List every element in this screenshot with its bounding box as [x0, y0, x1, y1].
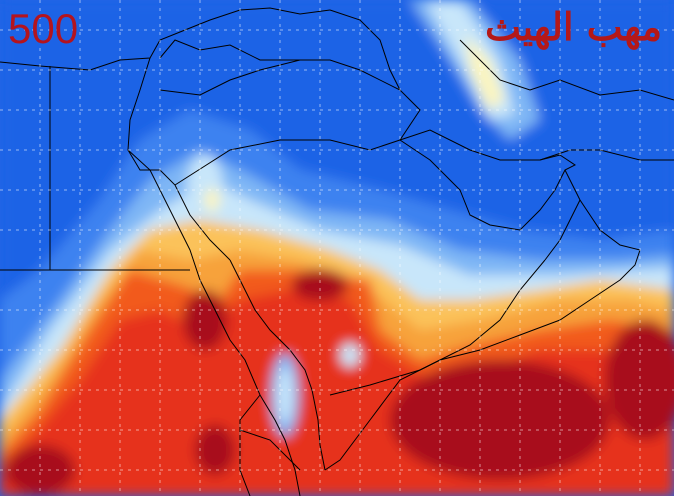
- country-borders: [0, 7, 674, 496]
- coastline-iran: [399, 129, 674, 161]
- border-syria: [159, 39, 300, 61]
- border-saudi-oman: [544, 199, 581, 261]
- field-dark-red-center: [292, 269, 348, 301]
- field-cream-north: [465, 35, 505, 110]
- watermark-signature: مهب الهيث: [485, 4, 662, 49]
- field-dark-red-west: [183, 290, 227, 350]
- coastline-red-sea-east: [229, 259, 326, 471]
- border-iran-iraq: [329, 9, 401, 91]
- border-ethiopia: [239, 429, 301, 471]
- coastline-arabian-south: [324, 249, 641, 471]
- coastline-red-sea-west: [127, 149, 301, 496]
- field-pale-blue-center: [340, 343, 360, 367]
- field-cream-sinai: [204, 188, 220, 212]
- field-dark-red-south: [390, 360, 610, 480]
- coastline-mediterranean: [0, 7, 331, 71]
- border-sudan-eritrea: [239, 394, 261, 496]
- field-dark-red-lowcenter: [195, 425, 235, 475]
- border-jordan-iraq: [159, 59, 421, 141]
- field-pale-blue-redsea: [277, 367, 293, 423]
- pressure-level-label: 500: [8, 5, 79, 52]
- border-saudi-north: [174, 139, 401, 186]
